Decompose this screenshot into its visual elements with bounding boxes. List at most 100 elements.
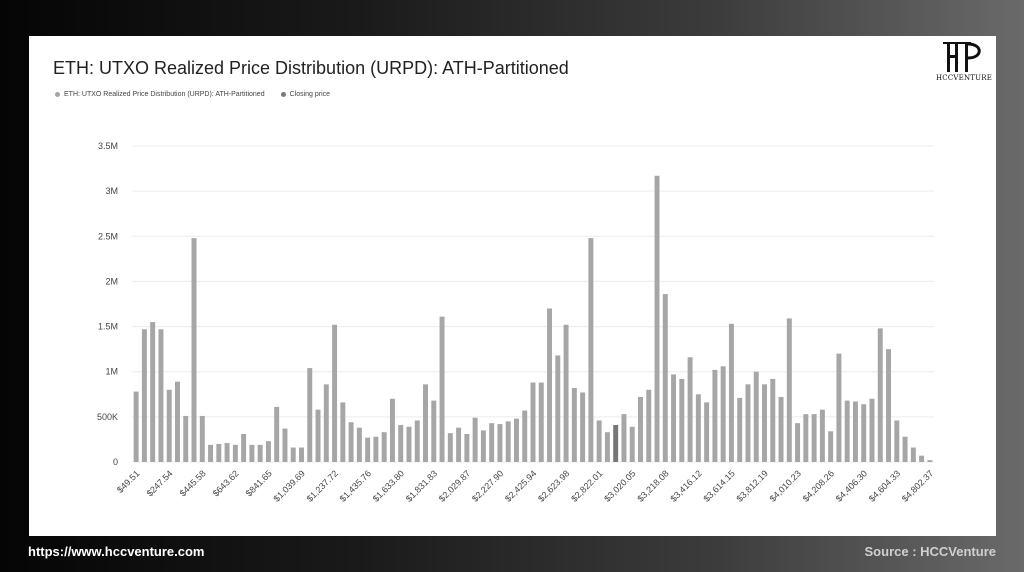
urpd-bar[interactable] (654, 175, 660, 463)
urpd-bar[interactable] (365, 437, 371, 462)
urpd-bar[interactable] (513, 418, 519, 462)
urpd-bar[interactable] (431, 400, 437, 462)
urpd-bar[interactable] (290, 447, 296, 462)
urpd-bar[interactable] (423, 384, 428, 462)
urpd-bar[interactable] (224, 443, 230, 462)
urpd-bar[interactable] (737, 397, 743, 462)
urpd-bar[interactable] (133, 391, 139, 462)
urpd-bar[interactable] (373, 436, 379, 462)
urpd-bar[interactable] (472, 417, 478, 462)
urpd-bar[interactable] (828, 431, 834, 462)
urpd-bar[interactable] (174, 381, 180, 462)
urpd-bar[interactable] (265, 441, 271, 462)
urpd-bar[interactable] (522, 410, 528, 462)
urpd-bar[interactable] (671, 374, 677, 462)
urpd-bar[interactable] (208, 444, 214, 462)
urpd-bar[interactable] (389, 398, 395, 462)
urpd-bar[interactable] (274, 406, 280, 462)
urpd-bar[interactable] (604, 432, 610, 462)
urpd-bar[interactable] (332, 324, 338, 462)
urpd-bar[interactable] (241, 434, 247, 462)
urpd-bar[interactable] (819, 409, 825, 462)
urpd-bar[interactable] (299, 447, 304, 462)
legend-item-urpd[interactable]: ETH: UTXO Realized Price Distribution (U… (55, 91, 265, 98)
urpd-bar[interactable] (588, 238, 594, 462)
urpd-bar[interactable] (150, 322, 156, 462)
urpd-bar[interactable] (340, 402, 346, 462)
urpd-bar[interactable] (307, 368, 313, 462)
urpd-bar[interactable] (646, 389, 652, 462)
urpd-bar[interactable] (538, 382, 544, 462)
urpd-bar[interactable] (323, 384, 329, 462)
urpd-bar[interactable] (348, 422, 354, 462)
urpd-bar[interactable] (464, 434, 470, 462)
urpd-bar[interactable] (919, 455, 925, 462)
closing-price-bar[interactable] (613, 424, 619, 462)
urpd-bar[interactable] (877, 328, 883, 462)
urpd-bar[interactable] (861, 404, 867, 462)
urpd-bar[interactable] (844, 400, 850, 462)
urpd-bar[interactable] (745, 384, 751, 462)
urpd-bar[interactable] (555, 355, 561, 462)
urpd-bar[interactable] (679, 378, 685, 462)
urpd-bar[interactable] (852, 401, 858, 462)
urpd-bar[interactable] (770, 378, 776, 462)
urpd-bar[interactable] (489, 423, 495, 462)
urpd-bar[interactable] (447, 433, 453, 462)
urpd-bar[interactable] (728, 323, 734, 462)
urpd-bar[interactable] (547, 308, 553, 462)
urpd-bar[interactable] (894, 420, 900, 462)
urpd-bar[interactable] (869, 398, 875, 462)
urpd-bar[interactable] (687, 357, 693, 462)
urpd-bar[interactable] (910, 447, 916, 462)
urpd-bar[interactable] (456, 427, 462, 462)
urpd-bar[interactable] (216, 443, 222, 462)
urpd-bar[interactable] (257, 444, 263, 462)
urpd-bar[interactable] (381, 432, 387, 462)
urpd-bar[interactable] (596, 420, 602, 462)
urpd-bar[interactable] (753, 371, 759, 462)
urpd-bar[interactable] (530, 382, 536, 462)
footer-url[interactable]: https://www.hccventure.com (28, 544, 205, 559)
urpd-bar[interactable] (480, 430, 486, 462)
urpd-bar[interactable] (249, 444, 255, 462)
urpd-bar[interactable] (158, 329, 164, 462)
urpd-bar[interactable] (786, 318, 792, 462)
urpd-bar[interactable] (439, 316, 445, 462)
urpd-bar[interactable] (497, 424, 503, 462)
urpd-bar[interactable] (282, 428, 288, 462)
urpd-bar[interactable] (795, 423, 801, 462)
urpd-bar[interactable] (720, 366, 726, 462)
urpd-bar[interactable] (902, 436, 908, 462)
urpd-bar[interactable] (406, 426, 412, 462)
urpd-bar[interactable] (414, 420, 420, 462)
urpd-bar[interactable] (571, 387, 577, 462)
urpd-bar[interactable] (199, 415, 205, 462)
urpd-bar[interactable] (712, 369, 718, 462)
urpd-bar[interactable] (505, 421, 511, 462)
urpd-bar[interactable] (315, 409, 321, 462)
urpd-bar[interactable] (141, 329, 147, 462)
urpd-bar[interactable] (778, 396, 784, 462)
urpd-bar[interactable] (580, 392, 586, 462)
urpd-bar[interactable] (191, 238, 197, 462)
urpd-bar[interactable] (563, 324, 569, 462)
legend-item-closing-price[interactable]: Closing price (280, 91, 330, 98)
urpd-bar[interactable] (811, 414, 817, 462)
urpd-bar[interactable] (803, 414, 809, 462)
urpd-bar[interactable] (629, 426, 635, 462)
urpd-bar[interactable] (836, 353, 842, 462)
urpd-bar[interactable] (662, 294, 668, 462)
urpd-bar[interactable] (166, 389, 172, 462)
urpd-bar[interactable] (356, 427, 362, 462)
urpd-bar[interactable] (621, 414, 627, 462)
urpd-bar[interactable] (695, 394, 701, 462)
urpd-bar[interactable] (927, 460, 933, 462)
urpd-bar[interactable] (232, 444, 238, 462)
urpd-bar[interactable] (398, 424, 404, 462)
urpd-bar[interactable] (886, 349, 892, 462)
urpd-bar[interactable] (762, 384, 767, 462)
urpd-bar[interactable] (638, 396, 643, 462)
urpd-bar[interactable] (183, 415, 189, 462)
urpd-bar[interactable] (704, 402, 710, 462)
